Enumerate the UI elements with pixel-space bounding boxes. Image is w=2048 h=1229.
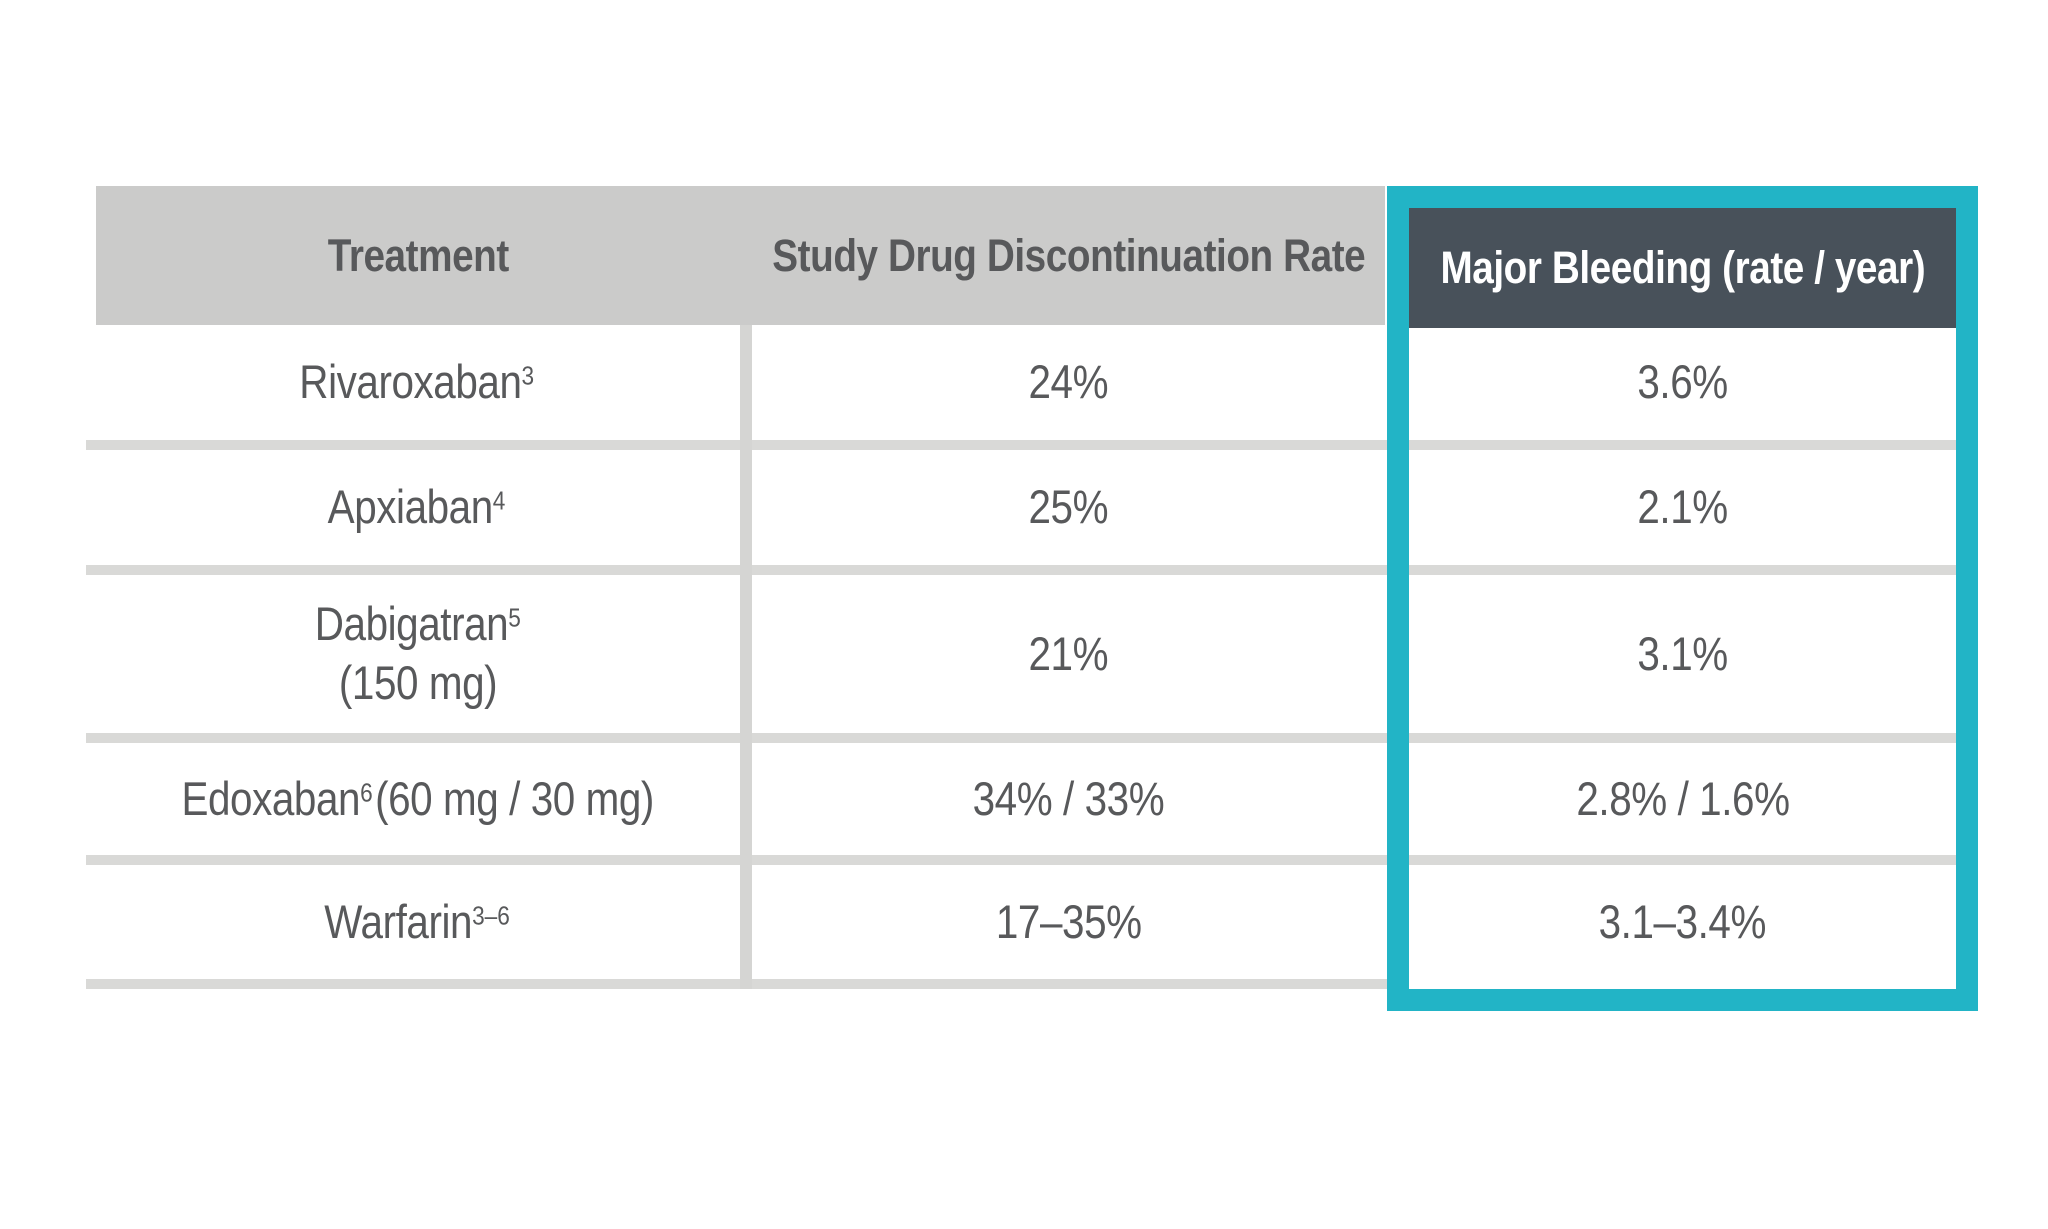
column-header-treatment: Treatment bbox=[96, 186, 740, 325]
column-header-major-bleeding-label: Major Bleeding (rate / year) bbox=[1440, 242, 1925, 293]
discontinuation-cell: 21% bbox=[752, 575, 1385, 733]
discontinuation-cell: 34% / 33% bbox=[752, 743, 1385, 855]
discontinuation-value: 17–35% bbox=[995, 894, 1142, 948]
discontinuation-value: 24% bbox=[1028, 355, 1109, 409]
discontinuation-value: 34% / 33% bbox=[972, 771, 1165, 825]
bleeding-value: 2.1% bbox=[1637, 480, 1728, 534]
highlight-column-border bbox=[1387, 186, 1978, 1011]
discontinuation-value: 21% bbox=[1028, 626, 1109, 680]
treatment-line2: (150 mg) bbox=[338, 656, 498, 709]
treatment-name: Apxiaban bbox=[327, 480, 494, 534]
column-header-discontinuation: Study Drug Discontinuation Rate bbox=[752, 186, 1385, 325]
reference-superscript: 6 bbox=[360, 776, 373, 807]
discontinuation-cell: 17–35% bbox=[752, 865, 1385, 979]
treatment-cell: Dabigatran5 (150 mg) bbox=[96, 575, 740, 733]
bleeding-cell: 3.1–3.4% bbox=[1409, 865, 1956, 979]
bleeding-cell: 2.8% / 1.6% bbox=[1409, 743, 1956, 855]
bleeding-value: 2.8% / 1.6% bbox=[1575, 771, 1790, 825]
treatment-cell: Warfarin3–6 bbox=[96, 865, 740, 979]
discontinuation-cell: 24% bbox=[752, 325, 1385, 440]
column-header-major-bleeding: Major Bleeding (rate / year) bbox=[1409, 208, 1956, 328]
column-header-treatment-label: Treatment bbox=[327, 229, 509, 281]
reference-superscript: 3 bbox=[521, 360, 535, 391]
treatment-name: Dabigatran bbox=[314, 597, 509, 651]
discontinuation-cell: 25% bbox=[752, 450, 1385, 565]
reference-superscript: 5 bbox=[508, 602, 522, 633]
row-separator bbox=[86, 440, 1956, 450]
treatment-cell: Apxiaban4 bbox=[96, 450, 740, 565]
bleeding-value: 3.1–3.4% bbox=[1598, 894, 1767, 948]
treatment-name: Rivaroxaban bbox=[299, 355, 522, 409]
row-separator bbox=[86, 855, 1956, 865]
treatment-cell: Edoxaban6(60 mg / 30 mg) bbox=[96, 743, 740, 855]
row-separator bbox=[86, 565, 1956, 575]
treatment-suffix: (60 mg / 30 mg) bbox=[375, 771, 655, 825]
column-header-discontinuation-label: Study Drug Discontinuation Rate bbox=[772, 229, 1365, 281]
row-separator bbox=[86, 733, 1956, 743]
column-divider bbox=[740, 325, 752, 989]
bleeding-cell: 3.1% bbox=[1409, 575, 1956, 733]
bleeding-value: 3.1% bbox=[1637, 626, 1728, 680]
bleeding-cell: 3.6% bbox=[1409, 325, 1956, 440]
bleeding-value: 3.6% bbox=[1637, 355, 1728, 409]
reference-superscript: 4 bbox=[493, 485, 506, 516]
treatment-cell: Rivaroxaban3 bbox=[96, 325, 740, 440]
header-band bbox=[96, 186, 1385, 325]
treatment-name: Warfarin bbox=[324, 894, 472, 948]
table-bottom-separator bbox=[86, 979, 1387, 989]
reference-superscript: 3–6 bbox=[471, 899, 510, 930]
treatment-name: Edoxaban bbox=[181, 771, 361, 825]
discontinuation-value: 25% bbox=[1028, 480, 1109, 534]
bleeding-cell: 2.1% bbox=[1409, 450, 1956, 565]
